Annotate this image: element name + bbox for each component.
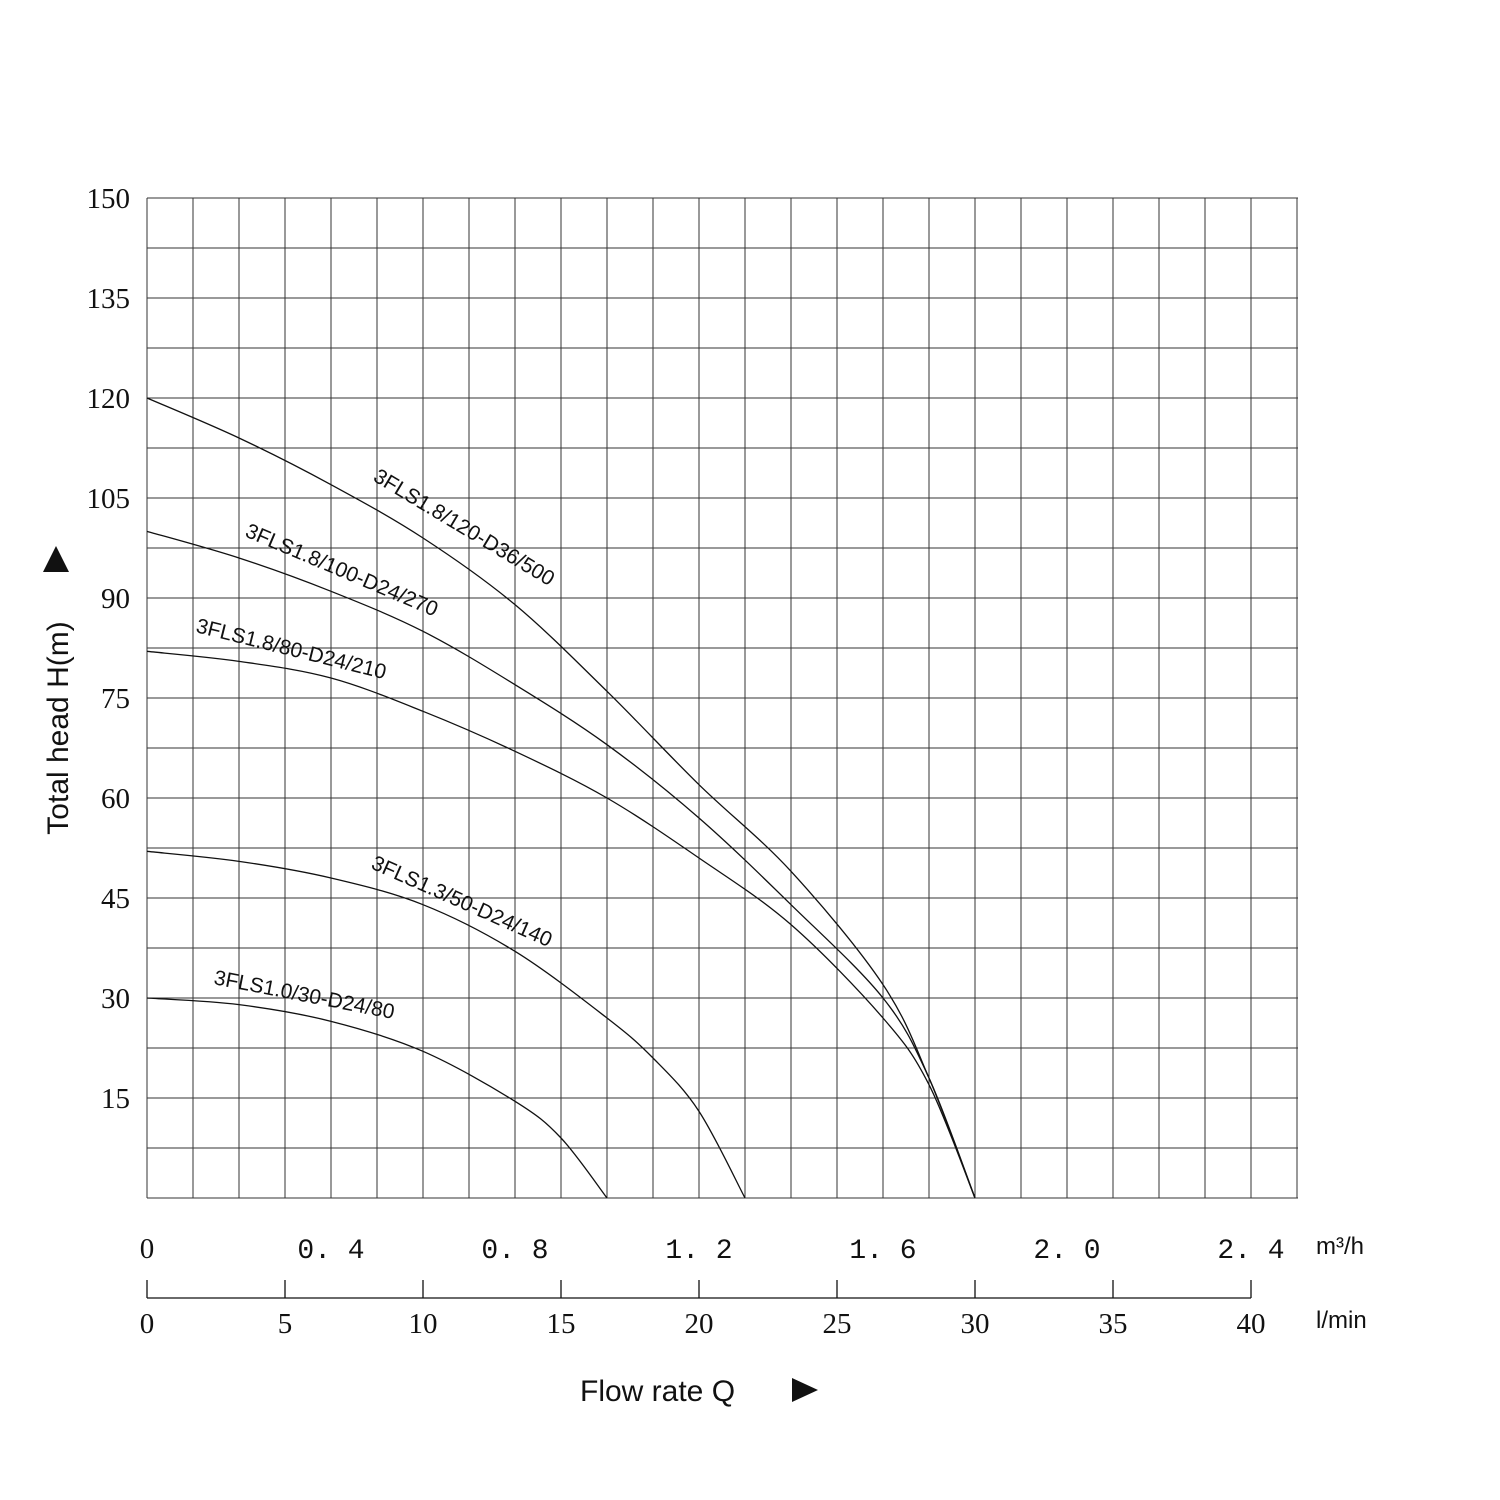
- x-tick-label-lmin: 15: [547, 1308, 576, 1340]
- y-axis-ticks: 150 135 120 105 90 75 60 45 30 15: [87, 183, 131, 1115]
- x-tick-label-lmin: 35: [1099, 1308, 1128, 1340]
- series-curve: [146, 997, 608, 1199]
- series-label: 3FLS1.8/120-D36/500: [369, 465, 558, 591]
- y-tick-label: 15: [101, 1083, 130, 1115]
- series-curve: [146, 650, 976, 1199]
- series-label: 3FLS1.8/80-D24/210: [194, 615, 389, 684]
- series-curve: [146, 397, 976, 1199]
- y-tick-label: 30: [101, 983, 130, 1015]
- x-axis-label: Flow rate Q: [580, 1375, 735, 1408]
- x-tick-label-m3h: 2. 4: [1217, 1236, 1284, 1267]
- grid: [146, 197, 1298, 1199]
- x-unit-m3h: m³/h: [1316, 1233, 1364, 1260]
- x-tick-label-lmin: 20: [685, 1308, 714, 1340]
- y-tick-label: 75: [101, 683, 130, 715]
- y-tick-label: 90: [101, 583, 130, 615]
- y-axis-label: Total head H(m): [42, 621, 75, 834]
- y-axis-arrow-icon: [43, 546, 69, 572]
- x-tick-label-lmin: 25: [823, 1308, 852, 1340]
- y-tick-label: 150: [87, 183, 131, 215]
- y-tick-label: 105: [87, 483, 131, 515]
- x-tick-label-m3h: 0. 8: [481, 1236, 548, 1267]
- x-axis-lmin: 0 5 10 15 20 25 30 35 40: [140, 1280, 1266, 1340]
- x-tick-label-m3h: 1. 2: [665, 1236, 732, 1267]
- y-tick-label: 45: [101, 883, 130, 915]
- y-tick-label: 135: [87, 283, 131, 315]
- x-unit-lmin: l/min: [1316, 1307, 1367, 1334]
- x-axis-arrow-icon: [792, 1378, 818, 1402]
- series-curve: [146, 530, 976, 1199]
- x-axis-ticks-m3h: 0 0. 4 0. 8 1. 2 1. 6 2. 0 2. 4: [140, 1233, 1285, 1267]
- series-label: 3FLS1.3/50-D24/140: [368, 852, 555, 952]
- x-tick-label-m3h: 1. 6: [849, 1236, 916, 1267]
- x-tick-label-lmin: 5: [278, 1308, 293, 1340]
- series-label: 3FLS1.8/100-D24/270: [242, 519, 441, 621]
- curves: [146, 397, 976, 1199]
- x-tick-label-lmin: 10: [409, 1308, 438, 1340]
- x-tick-label-m3h: 0. 4: [297, 1236, 364, 1267]
- x-tick-label-m3h: 0: [140, 1233, 155, 1265]
- x-tick-label-m3h: 2. 0: [1033, 1236, 1100, 1267]
- x-tick-label-lmin: 30: [961, 1308, 990, 1340]
- series-curve: [146, 850, 746, 1199]
- x-tick-label-lmin: 0: [140, 1308, 155, 1340]
- y-tick-label: 120: [87, 383, 131, 415]
- x-tick-label-lmin: 40: [1237, 1308, 1266, 1340]
- y-tick-label: 60: [101, 783, 130, 815]
